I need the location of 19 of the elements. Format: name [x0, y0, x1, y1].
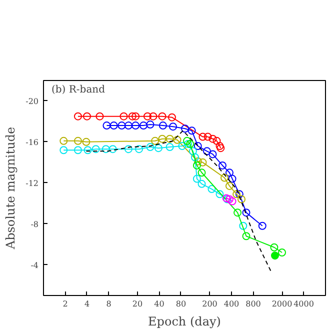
x-tick-label: 8 [106, 300, 112, 308]
x-tick-label: 20 [132, 300, 143, 308]
x-axis-title: Epoch (day) [148, 314, 221, 328]
x-tick-label: 4 [84, 300, 90, 308]
y-axis-title: Absolute magnitude [4, 126, 18, 250]
x-tick-label: 800 [246, 300, 261, 308]
x-tick-label: 4000 [294, 300, 314, 308]
x-tick-label: 400 [224, 300, 240, 308]
annotation: (b) R-band [52, 84, 106, 96]
y-tick-label: -16 [26, 138, 39, 147]
x-tick-label: 2000 [272, 300, 292, 308]
y-tick-label: -20 [26, 96, 39, 106]
y-tick-label: -8 [30, 220, 39, 229]
x-tick-label: 80 [176, 300, 186, 308]
x-tick-label: 200 [202, 300, 218, 308]
y-tick-label: -12 [26, 178, 39, 188]
x-tick-label: 40 [154, 300, 164, 308]
y-tick-label: -4 [30, 260, 39, 270]
x-tick-label: 2 [62, 300, 68, 308]
